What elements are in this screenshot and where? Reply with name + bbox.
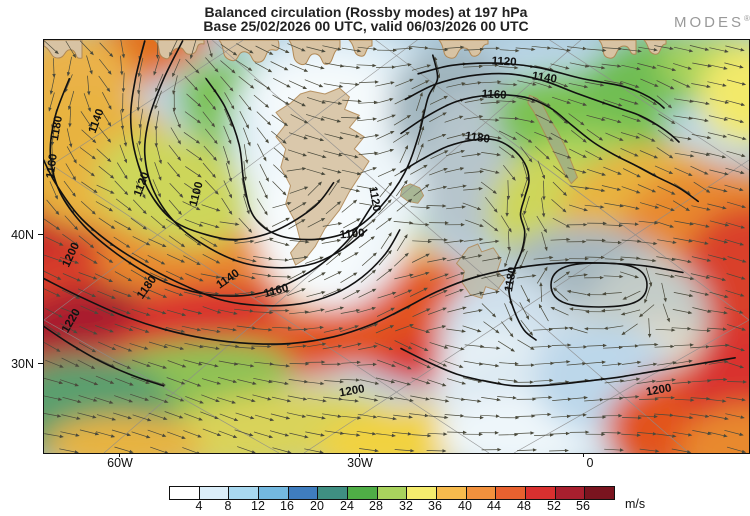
- svg-text:1160: 1160: [481, 88, 507, 101]
- svg-text:1100: 1100: [339, 227, 365, 241]
- svg-text:1120: 1120: [491, 55, 517, 68]
